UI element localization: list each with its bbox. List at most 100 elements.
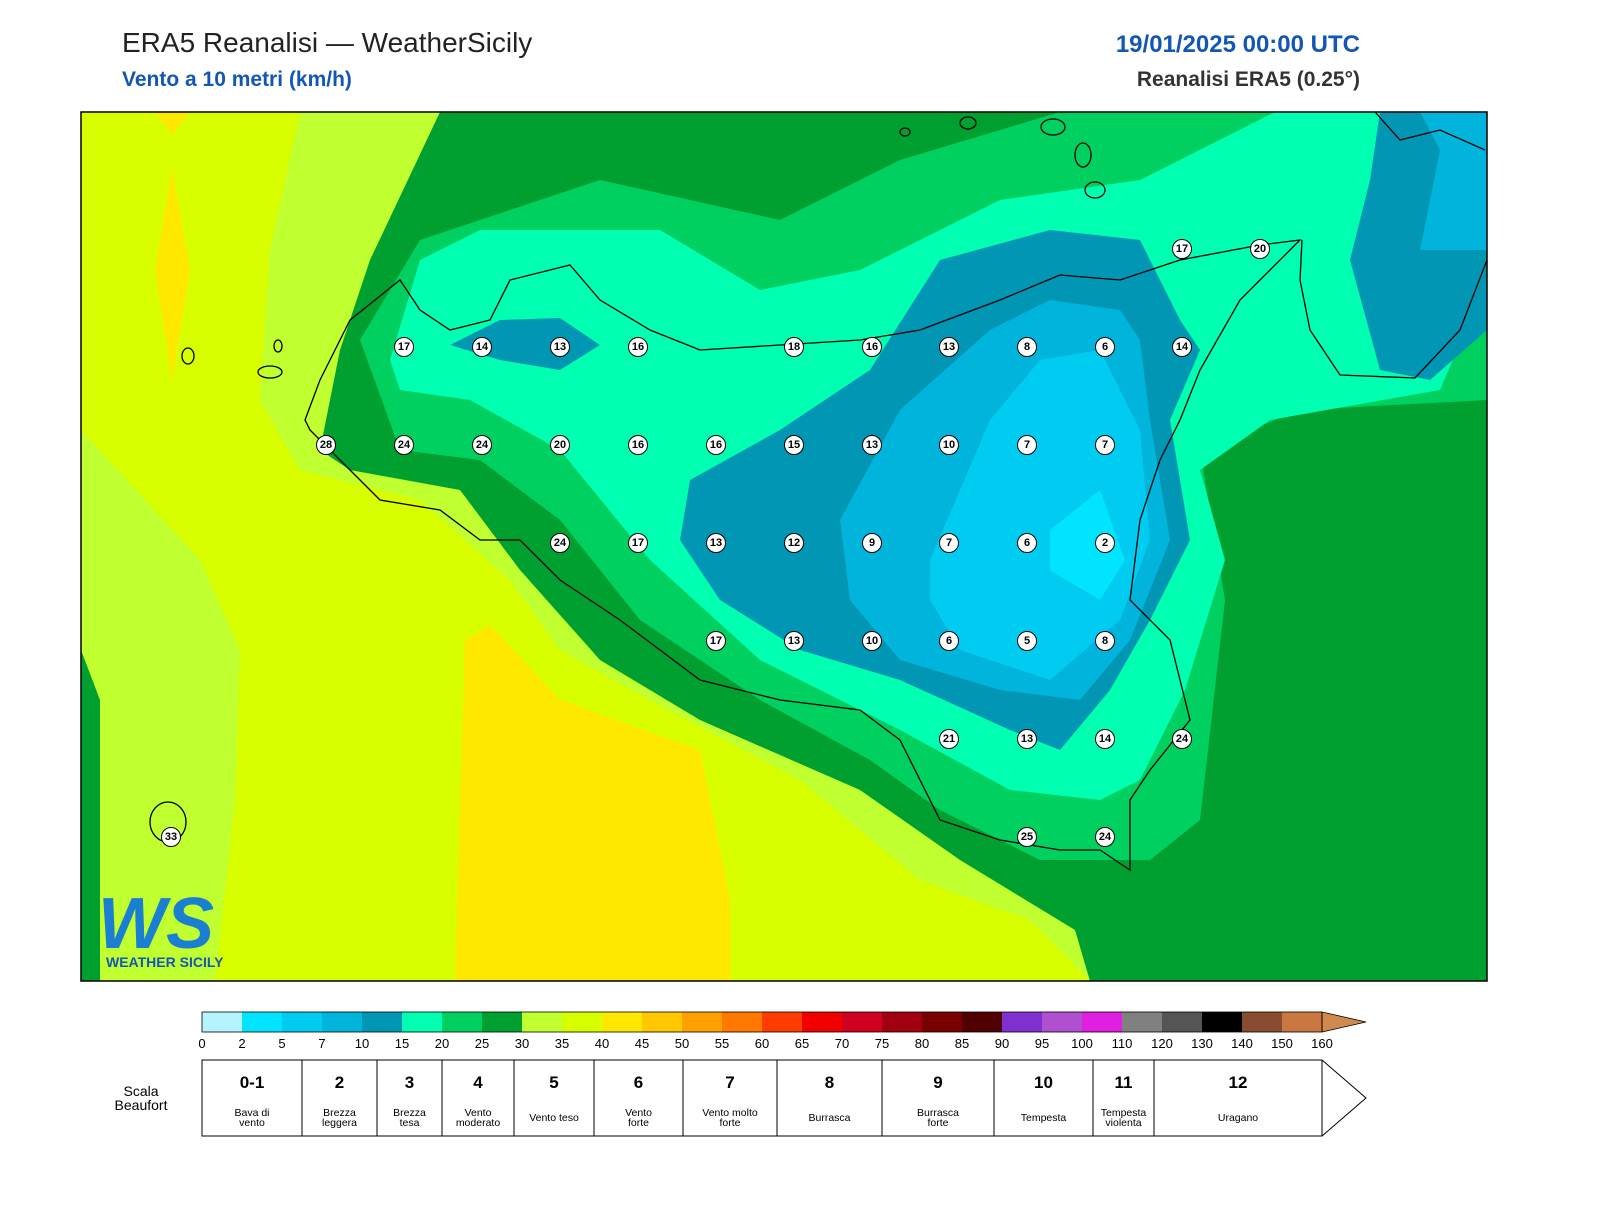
station: 10 [862,631,882,651]
station: 20 [1250,239,1270,259]
station-value: 21 [943,733,955,745]
colorbar-tick-label: 5 [278,1036,285,1051]
field [1250,430,1487,981]
station: 13 [939,337,959,357]
logo: WS WEATHER SICILY [98,884,224,970]
station-value: 14 [1176,341,1189,353]
station-value: 7 [1024,439,1030,451]
coastline [149,112,1487,872]
colorbar-tick-label: 7 [318,1036,325,1051]
colorbar-segment [962,1012,1002,1032]
station: 13 [706,533,726,553]
colorbar-tick-label: 130 [1191,1036,1213,1051]
station-value: 13 [554,341,566,353]
station-value: 13 [943,341,955,353]
station-value: 5 [1024,635,1030,647]
station: 8 [1095,631,1115,651]
station: 24 [394,435,414,455]
station-value: 15 [788,439,800,451]
station: 9 [862,533,882,553]
colorbar-segment [442,1012,482,1032]
station: 13 [550,337,570,357]
field [450,318,600,370]
station-value: 17 [632,537,644,549]
station-marker [1017,729,1037,749]
station-marker [628,533,648,553]
beaufort-force: 12 [1229,1073,1248,1092]
station-value: 13 [788,635,800,647]
station: 13 [784,631,804,651]
beaufort-force: 7 [725,1073,734,1092]
colorbar-tick-label: 65 [795,1036,809,1051]
colorbar-tick-label: 60 [755,1036,769,1051]
colorbar-segment [1282,1012,1322,1032]
colorbar-tick-label: 90 [995,1036,1009,1051]
station: 7 [1095,435,1115,455]
station: 16 [628,337,648,357]
colorbar-tick-label: 40 [595,1036,609,1051]
colorbar-segment [922,1012,962,1032]
colorbar-tick-label: 25 [475,1036,489,1051]
station: 24 [472,435,492,455]
colorbar-segment [1122,1012,1162,1032]
colorbar-segment [722,1012,762,1032]
station-marker [939,337,959,357]
station: 14 [1172,337,1192,357]
colorbar-segment [1042,1012,1082,1032]
station-value: 24 [398,439,411,451]
station-marker [706,631,726,651]
beaufort-description: Uragano [1218,1112,1258,1124]
station-marker [628,337,648,357]
station-marker [784,533,804,553]
logo-mark: WS [98,884,214,964]
station: 18 [784,337,804,357]
colorbar-tick-label: 95 [1035,1036,1049,1051]
station-marker [1250,239,1270,259]
station: 21 [939,729,959,749]
colorbar-tick-label: 160 [1311,1036,1333,1051]
station-marker [1095,435,1115,455]
colorbar-tick-label: 70 [835,1036,849,1051]
colorbar-tick-label: 85 [955,1036,969,1051]
subtitle: Vento a 10 metri (km/h) [122,68,352,91]
beaufort-force: 11 [1115,1073,1133,1092]
station-value: 20 [1254,243,1266,255]
station-value: 17 [710,635,722,647]
station-marker [550,533,570,553]
colorbar-segment [562,1012,602,1032]
beaufort-description: leggera [322,1117,357,1129]
station-marker [1017,337,1037,357]
station-value: 2 [1102,537,1108,549]
beaufort-label: Beaufort [115,1097,168,1113]
beaufort-description: Tempesta [1021,1112,1067,1124]
station-marker [939,631,959,651]
colorbar-segment [682,1012,722,1032]
station: 17 [628,533,648,553]
field [155,168,190,380]
station-value: 8 [1102,635,1108,647]
beaufort-force: 0-1 [240,1073,265,1092]
beaufort-description: Vento teso [529,1112,579,1124]
field [155,112,190,135]
station-value: 6 [1102,341,1108,353]
colorbar-tick-label: 140 [1231,1036,1253,1051]
field [1050,490,1125,600]
station-marker [939,729,959,749]
colorbar-segment [1002,1012,1042,1032]
station-marker [784,631,804,651]
datetime: 19/01/2025 00:00 UTC [1116,31,1360,58]
station-marker [939,435,959,455]
colorbar-segment [642,1012,682,1032]
logo-text: WEATHER SICILY [106,954,224,970]
station-marker [161,827,181,847]
colorbar-tick-label: 30 [515,1036,529,1051]
station-value: 24 [476,439,489,451]
station: 28 [316,435,336,455]
station-value: 13 [710,537,722,549]
beaufort-frame [201,1059,1367,1137]
station-value: 28 [320,439,332,451]
